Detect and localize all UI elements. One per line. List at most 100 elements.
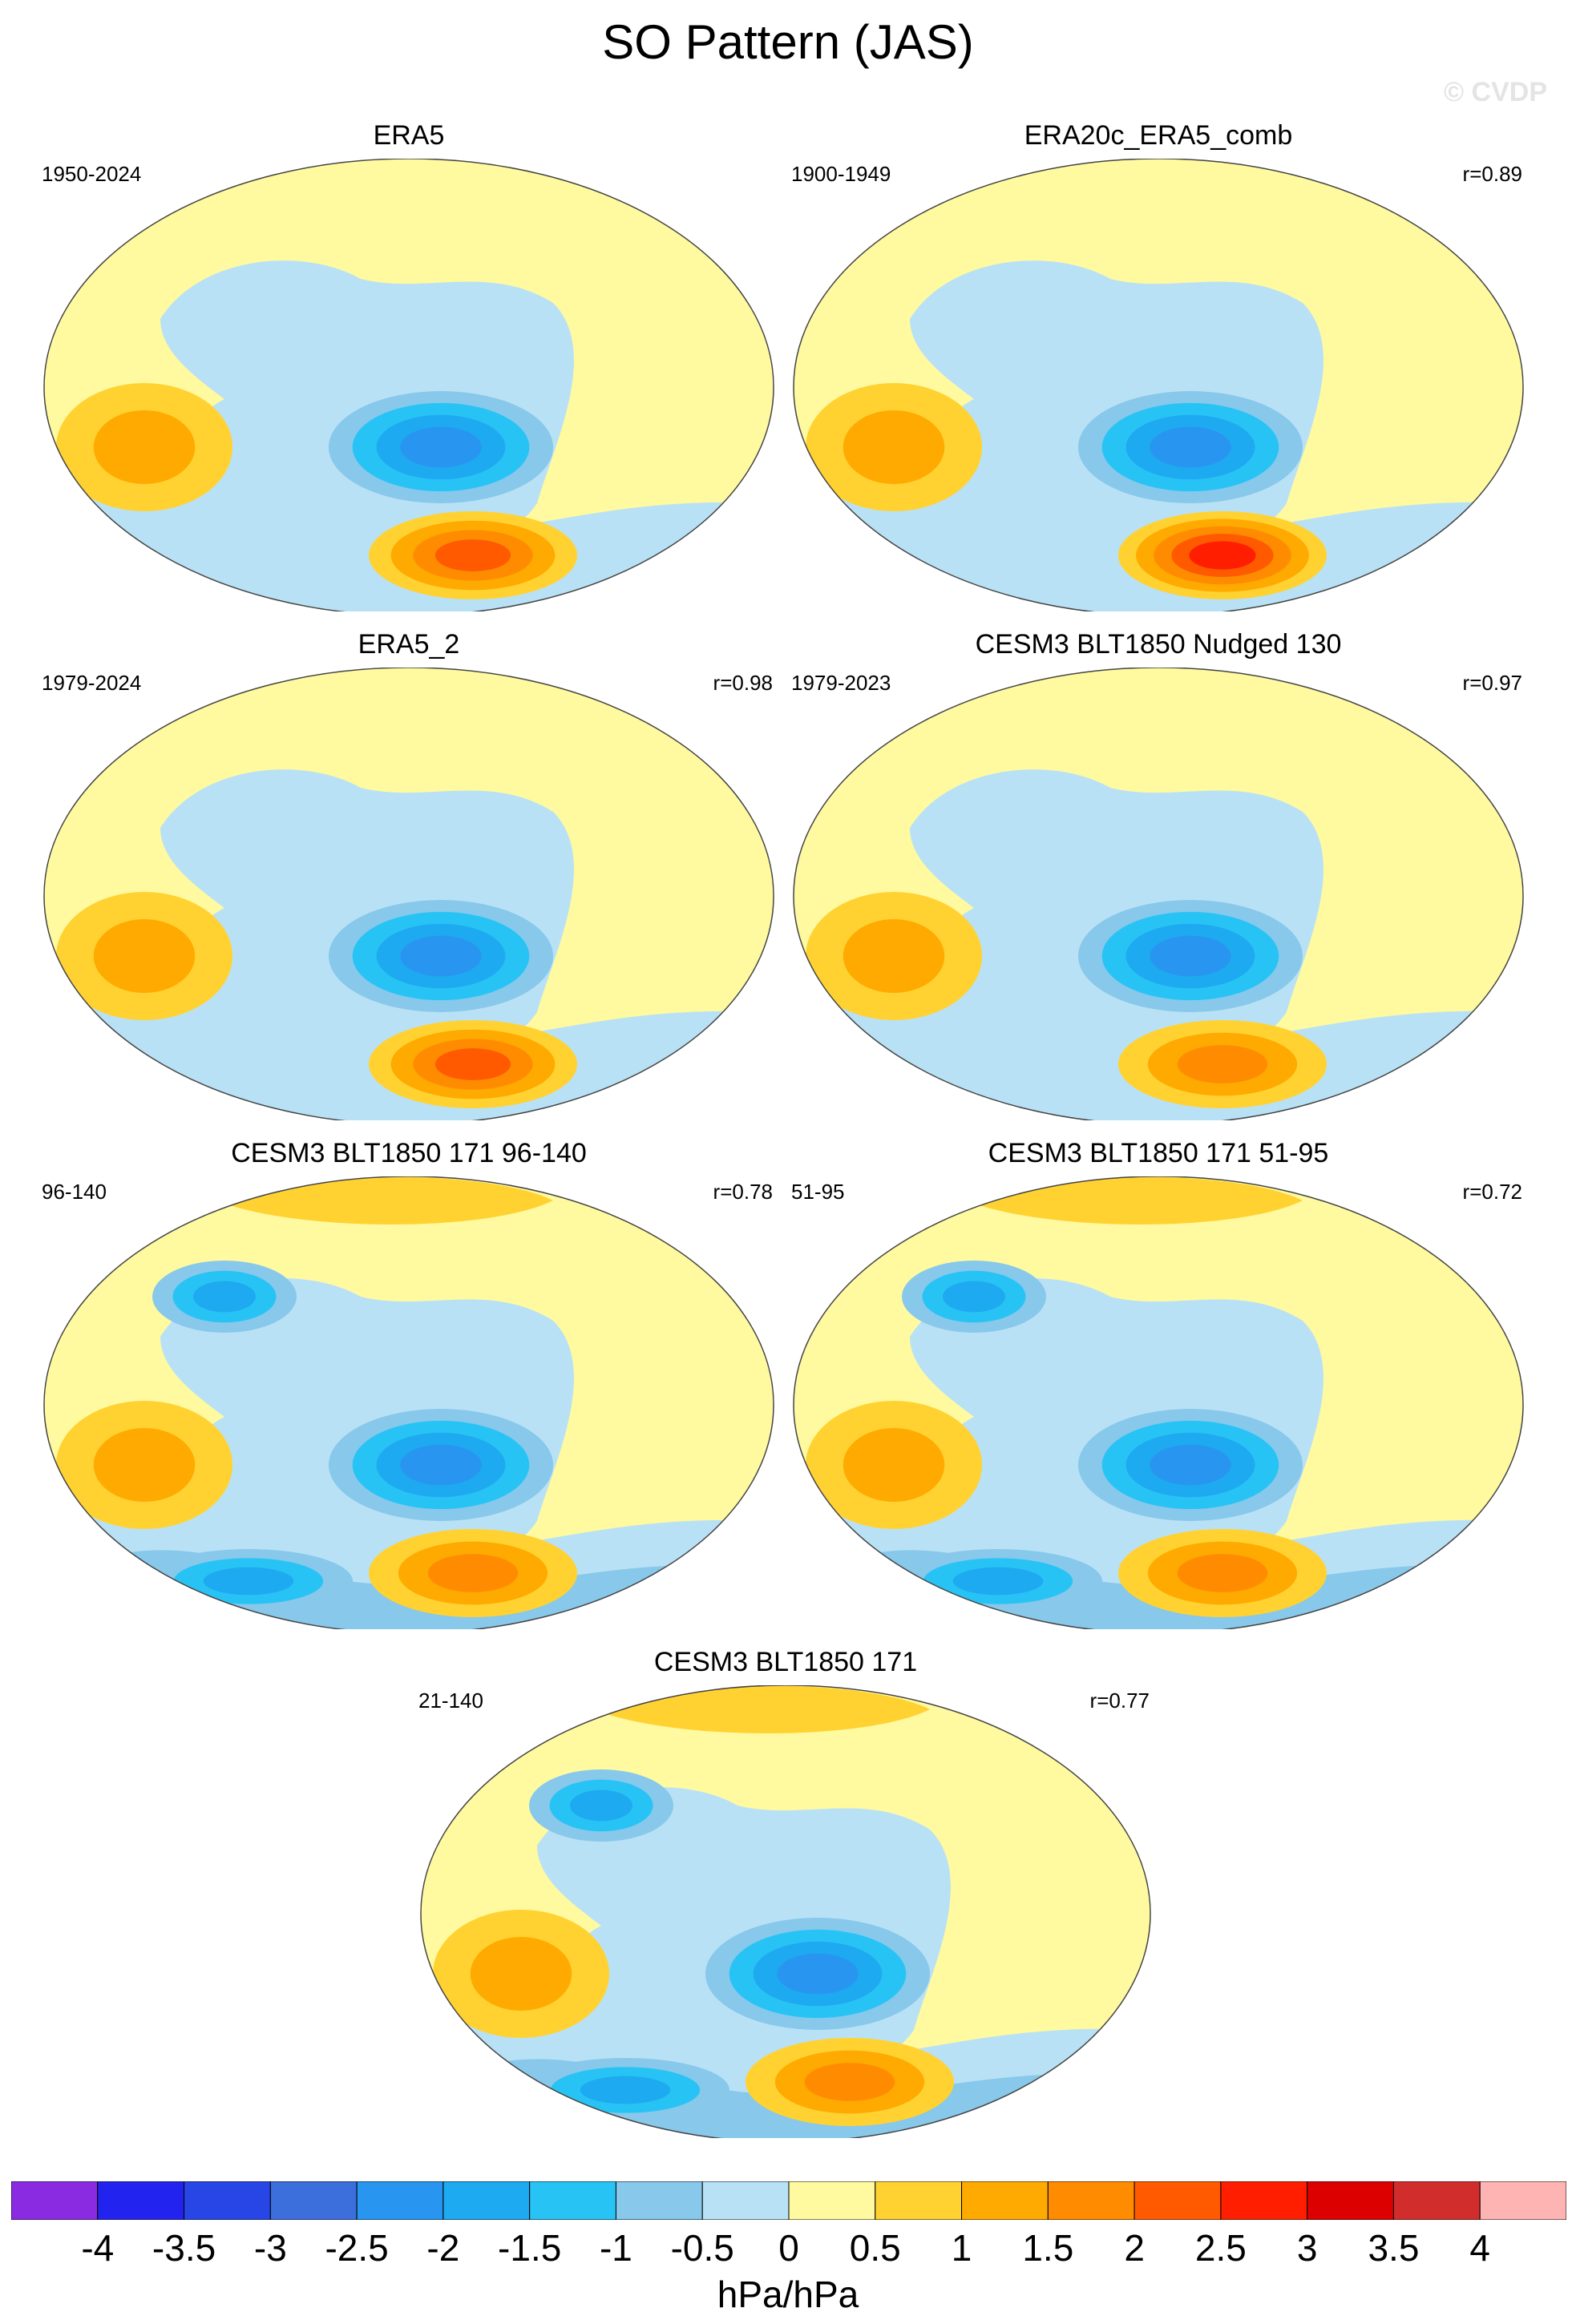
colorbar-swatch bbox=[615, 2181, 703, 2220]
colorbar-tick-label: 3.5 bbox=[1368, 2227, 1420, 2269]
panel-title: CESM3 BLT1850 171 96-140 bbox=[231, 1138, 587, 1168]
panel-title: CESM3 BLT1850 171 bbox=[653, 1647, 918, 1677]
subtropical-high bbox=[434, 539, 511, 571]
map-panel: CESM3 BLT1850 171 51-95 51-95 r=0.72 bbox=[790, 1138, 1527, 1629]
panel-correlation: r=0.98 bbox=[713, 671, 773, 695]
north-pacific-low bbox=[570, 1789, 632, 1822]
panel-title: ERA5_2 bbox=[358, 629, 460, 660]
colorbar-tick-label: 1 bbox=[951, 2227, 972, 2269]
panel-period: 21-140 bbox=[418, 1689, 483, 1713]
arctic-high bbox=[216, 1176, 553, 1225]
map-panel: ERA5 1950-2024 bbox=[40, 120, 778, 611]
tropical-low bbox=[1150, 1444, 1231, 1486]
subtropical-high bbox=[1189, 541, 1256, 570]
colorbar-swatch bbox=[269, 2181, 358, 2220]
panel-period: 1979-2024 bbox=[42, 671, 142, 695]
colorbar-units: hPa/hPa bbox=[717, 2274, 859, 2315]
colorbar-tick-label: -3 bbox=[253, 2227, 287, 2269]
subtropical-high bbox=[1177, 1045, 1268, 1083]
colorbar-swatch bbox=[1307, 2181, 1394, 2220]
panel-period: 1900-1949 bbox=[791, 162, 891, 186]
subtropical-high bbox=[434, 1048, 511, 1080]
robinson-map bbox=[793, 1176, 1524, 1629]
north-pacific-low bbox=[943, 1281, 1005, 1313]
indian-ocean-high bbox=[93, 410, 196, 484]
colorbar-tick-label: 0 bbox=[778, 2227, 799, 2269]
colorbar-swatch bbox=[442, 2181, 531, 2220]
subtropical-high bbox=[427, 1554, 519, 1592]
map-border bbox=[43, 668, 774, 1120]
colorbar-tick-label: 3 bbox=[1296, 2227, 1318, 2269]
colorbar-labels: -4 -3.5 -3 -2.5 -2 -1.5 -1 -0.5 0 0.5 1 1.5 2 2.5 3 3.5… bbox=[0, 2226, 1576, 2274]
southern-low bbox=[952, 1567, 1044, 1596]
robinson-map bbox=[793, 159, 1524, 611]
indian-ocean-high bbox=[470, 1937, 572, 2011]
panel-correlation: r=0.89 bbox=[1462, 162, 1522, 186]
panel-correlation: r=0.72 bbox=[1462, 1180, 1522, 1204]
southern-low bbox=[580, 2076, 671, 2104]
north-pacific-low bbox=[193, 1281, 256, 1313]
colorbar-swatch bbox=[961, 2181, 1049, 2220]
tropical-low bbox=[1150, 935, 1231, 977]
southern-low bbox=[203, 1567, 294, 1596]
subtropical-high bbox=[1177, 1554, 1268, 1592]
watermark: © CVDP bbox=[1444, 77, 1547, 107]
panel-correlation: r=0.77 bbox=[1089, 1689, 1150, 1713]
map-panel: CESM3 BLT1850 Nudged 130 1979-2023 r=0.97 bbox=[790, 629, 1527, 1120]
map-panel: CESM3 BLT1850 171 21-140 r=0.77 bbox=[417, 1647, 1154, 2138]
panel-title: ERA5 bbox=[373, 120, 445, 151]
panel-title: ERA20c_ERA5_comb bbox=[1024, 120, 1293, 151]
colorbar-swatch bbox=[11, 2181, 99, 2220]
map-border bbox=[43, 1176, 774, 1629]
colorbar-swatch bbox=[356, 2181, 444, 2220]
panel-title: CESM3 BLT1850 171 51-95 bbox=[988, 1138, 1329, 1168]
indian-ocean-high bbox=[93, 919, 196, 993]
map-panel: ERA5_2 1979-2024 r=0.98 bbox=[40, 629, 778, 1120]
tropical-low bbox=[400, 935, 482, 977]
colorbar-swatch bbox=[1134, 2181, 1222, 2220]
panel-period: 96-140 bbox=[42, 1180, 107, 1204]
colorbar-tick-label: -4 bbox=[81, 2227, 115, 2269]
colorbar-swatch bbox=[701, 2181, 790, 2220]
map-border bbox=[793, 668, 1524, 1120]
indian-ocean-high bbox=[93, 1428, 196, 1502]
arctic-high bbox=[966, 1176, 1303, 1225]
colorbar-tick-label: 4 bbox=[1469, 2227, 1491, 2269]
colorbar-swatch bbox=[529, 2181, 616, 2220]
colorbar-tick-label: 0.5 bbox=[849, 2227, 901, 2269]
colorbar-tick-label: -3.5 bbox=[152, 2227, 216, 2269]
robinson-map bbox=[43, 159, 774, 611]
colorbar-tick-label: -2 bbox=[426, 2227, 460, 2269]
colorbar-swatch bbox=[1392, 2181, 1481, 2220]
tropical-low bbox=[1150, 426, 1231, 468]
subtropical-high bbox=[804, 2063, 895, 2101]
robinson-map bbox=[43, 668, 774, 1120]
colorbar bbox=[11, 2181, 1566, 2220]
map-border bbox=[420, 1685, 1151, 2138]
robinson-map bbox=[793, 668, 1524, 1120]
panel-title: CESM3 BLT1850 Nudged 130 bbox=[975, 629, 1342, 660]
colorbar-tick-label: 1.5 bbox=[1022, 2227, 1074, 2269]
tropical-low bbox=[400, 1444, 482, 1486]
indian-ocean-high bbox=[843, 1428, 945, 1502]
colorbar-swatch bbox=[184, 2181, 271, 2220]
map-panel: CESM3 BLT1850 171 96-140 96-140 r=0.78 bbox=[40, 1138, 778, 1629]
colorbar-swatch bbox=[1479, 2181, 1566, 2220]
panel-period: 51-95 bbox=[791, 1180, 845, 1204]
robinson-map bbox=[420, 1685, 1151, 2138]
map-border bbox=[793, 1176, 1524, 1629]
panel-period: 1950-2024 bbox=[42, 162, 142, 186]
panel-correlation: r=0.97 bbox=[1462, 671, 1522, 695]
colorbar-swatch bbox=[1047, 2181, 1135, 2220]
map-border bbox=[793, 159, 1524, 611]
robinson-map bbox=[43, 1176, 774, 1629]
colorbar-tick-label: -2.5 bbox=[325, 2227, 389, 2269]
map-panel: ERA20c_ERA5_comb 1900-1949 r=0.89 bbox=[790, 120, 1527, 611]
colorbar-swatch bbox=[97, 2181, 185, 2220]
panel-correlation: r=0.78 bbox=[713, 1180, 773, 1204]
tropical-low bbox=[777, 1953, 859, 1995]
colorbar-tick-label: -1.5 bbox=[498, 2227, 562, 2269]
indian-ocean-high bbox=[843, 919, 945, 993]
colorbar-swatch bbox=[875, 2181, 963, 2220]
panel-period: 1979-2023 bbox=[791, 671, 891, 695]
